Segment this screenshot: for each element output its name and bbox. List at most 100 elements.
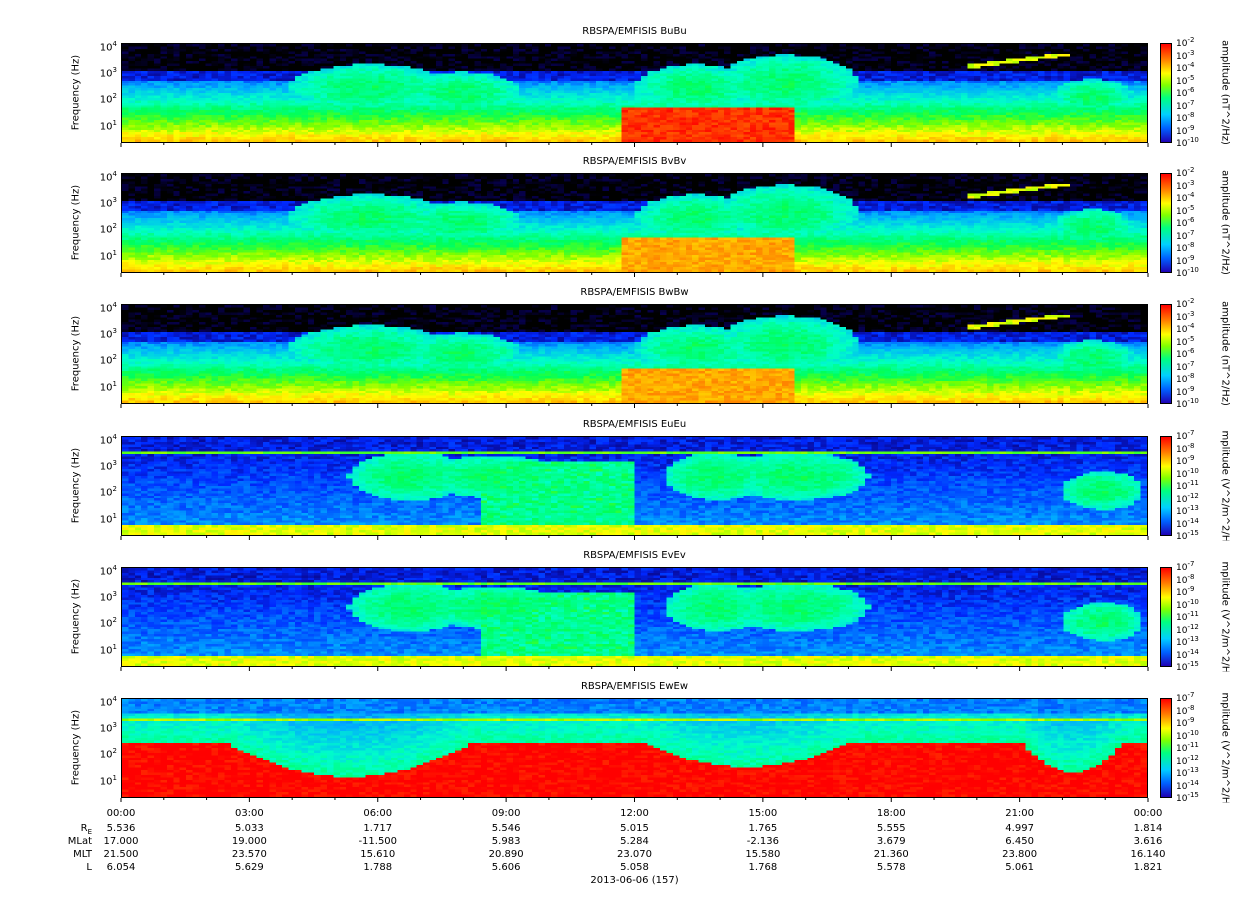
y-tick-label: 102 xyxy=(99,92,117,106)
ephemeris-label: RE xyxy=(80,823,92,836)
panel-title: RBSPA/EMFISIS BuBu xyxy=(582,26,687,37)
colorbar-tick-label: 10-7 xyxy=(1176,560,1195,573)
ephemeris-value: 19.000 xyxy=(231,836,267,847)
colorbar-tick-label: 10-10 xyxy=(1176,397,1199,410)
ephemeris-value: 5.983 xyxy=(491,836,521,847)
colorbar-tick-label: 10-11 xyxy=(1176,610,1199,623)
panel-title: RBSPA/EMFISIS EwEw xyxy=(580,681,689,692)
colorbar-tick-label: 10-14 xyxy=(1176,778,1199,792)
x-tick-label: 21:00 xyxy=(1005,808,1035,819)
ephemeris-value: 5.058 xyxy=(620,862,649,873)
ephemeris-value: 1.768 xyxy=(748,862,778,873)
spectrogram-image xyxy=(122,174,1147,272)
colorbar-tick-label: 10-9 xyxy=(1176,253,1195,267)
ephemeris-value: 6.450 xyxy=(1005,836,1034,847)
ephemeris-label: MLT xyxy=(73,849,92,860)
ephemeris-value: 1.717 xyxy=(363,823,393,834)
colorbar-tick-label: 10-8 xyxy=(1176,241,1195,254)
colorbar-tick-label: 10-10 xyxy=(1176,136,1199,149)
colorbar-tick-label: 10-7 xyxy=(1176,691,1195,704)
x-tick-label: 00:00 xyxy=(106,808,136,819)
y-tick-label: 104 xyxy=(99,564,117,578)
panel-title: RBSPA/EMFISIS BwBw xyxy=(580,287,689,298)
y-tick-label: 103 xyxy=(99,459,117,473)
colorbar-tick-label: 10-5 xyxy=(1176,203,1195,217)
y-tick-label: 101 xyxy=(99,119,117,133)
colorbar-tick-label: 10-9 xyxy=(1176,585,1195,598)
spectrogram-image xyxy=(122,44,1147,142)
colorbar-tick-label: 10-11 xyxy=(1176,479,1199,492)
ephemeris-value: 3.679 xyxy=(876,836,906,847)
panel-title: RBSPA/EMFISIS EvEv xyxy=(583,550,686,561)
colorbar-tick-label: 10-8 xyxy=(1176,111,1195,124)
y-tick-label: 101 xyxy=(99,249,117,263)
spectrogram-panel xyxy=(121,436,1148,536)
colorbar-tick-label: 10-4 xyxy=(1176,61,1195,74)
ephemeris-value: 17.000 xyxy=(103,836,139,847)
colorbar-tick-label: 10-7 xyxy=(1176,98,1195,112)
colorbar xyxy=(1160,698,1172,798)
y-tick-label: 104 xyxy=(99,170,117,184)
ephemeris-value: 3.616 xyxy=(1133,836,1163,847)
ephemeris-value: 5.578 xyxy=(876,862,906,873)
ephemeris-value: 21.500 xyxy=(103,849,139,860)
spectrogram-panel xyxy=(121,43,1148,143)
colorbar xyxy=(1160,304,1172,404)
colorbar-tick-label: 10-8 xyxy=(1176,441,1195,455)
spectrogram-image xyxy=(122,305,1147,403)
ephemeris-value: 5.536 xyxy=(106,823,136,834)
colorbar-tick-label: 10-7 xyxy=(1176,359,1195,373)
ephemeris-value: 1.814 xyxy=(1133,823,1163,834)
colorbar-tick-label: 10-13 xyxy=(1176,766,1199,779)
ephemeris-label: L xyxy=(86,862,92,873)
colorbar-tick-label: 10-4 xyxy=(1176,322,1195,335)
x-tick-label: 18:00 xyxy=(876,808,906,819)
colorbar-tick-label: 10-15 xyxy=(1176,791,1199,804)
ephemeris-value: 5.546 xyxy=(491,823,521,834)
colorbar-tick-label: 10-7 xyxy=(1176,228,1195,242)
x-tick-label: 12:00 xyxy=(620,808,649,819)
ephemeris-value: 23.570 xyxy=(231,849,267,860)
ephemeris-value: 5.629 xyxy=(235,862,264,873)
x-tick-label: 09:00 xyxy=(491,808,521,819)
colorbar-tick-label: 10-14 xyxy=(1176,647,1199,661)
colorbar-tick-label: 10-8 xyxy=(1176,572,1195,586)
ephemeris-value: 5.284 xyxy=(620,836,649,847)
spectrogram-image xyxy=(122,568,1147,666)
y-tick-label: 102 xyxy=(99,747,117,761)
ephemeris-label: MLat xyxy=(67,836,92,847)
ephemeris-value: 15.610 xyxy=(360,849,396,860)
ephemeris-value: -2.136 xyxy=(746,836,779,847)
spectrogram-panel xyxy=(121,698,1148,798)
colorbar-tick-label: 10-12 xyxy=(1176,753,1199,767)
ephemeris-value: 1.788 xyxy=(363,862,393,873)
colorbar-tick-label: 10-7 xyxy=(1176,429,1195,442)
colorbar-tick-label: 10-8 xyxy=(1176,703,1195,717)
y-tick-label: 104 xyxy=(99,433,117,447)
colorbar-tick-label: 10-3 xyxy=(1176,309,1195,323)
spectrogram-image xyxy=(122,699,1147,797)
colorbar-tick-label: 10-13 xyxy=(1176,635,1199,648)
colorbar xyxy=(1160,567,1172,667)
y-tick-label: 102 xyxy=(99,485,117,499)
colorbar-tick-label: 10-9 xyxy=(1176,123,1195,137)
x-tick-label: 15:00 xyxy=(748,808,778,819)
y-tick-label: 104 xyxy=(99,301,117,315)
ephemeris-value: 16.140 xyxy=(1130,849,1166,860)
colorbar-tick-label: 10-15 xyxy=(1176,529,1199,542)
colorbar-tick-label: 10-4 xyxy=(1176,191,1195,204)
ephemeris-value: 1.765 xyxy=(748,823,778,834)
colorbar-tick-label: 10-6 xyxy=(1176,347,1195,360)
colorbar-tick-label: 10-9 xyxy=(1176,716,1195,729)
colorbar-tick-label: 10-8 xyxy=(1176,372,1195,385)
colorbar-tick-label: 10-13 xyxy=(1176,504,1199,517)
ephemeris-value: 5.555 xyxy=(876,823,906,834)
y-tick-label: 103 xyxy=(99,721,117,735)
ephemeris-value: 5.061 xyxy=(1005,862,1034,873)
colorbar-tick-label: 10-6 xyxy=(1176,86,1195,99)
y-tick-label: 102 xyxy=(99,616,117,630)
colorbar-tick-label: 10-12 xyxy=(1176,491,1199,505)
colorbar-tick-label: 10-5 xyxy=(1176,334,1195,348)
ephemeris-value: 5.033 xyxy=(235,823,264,834)
